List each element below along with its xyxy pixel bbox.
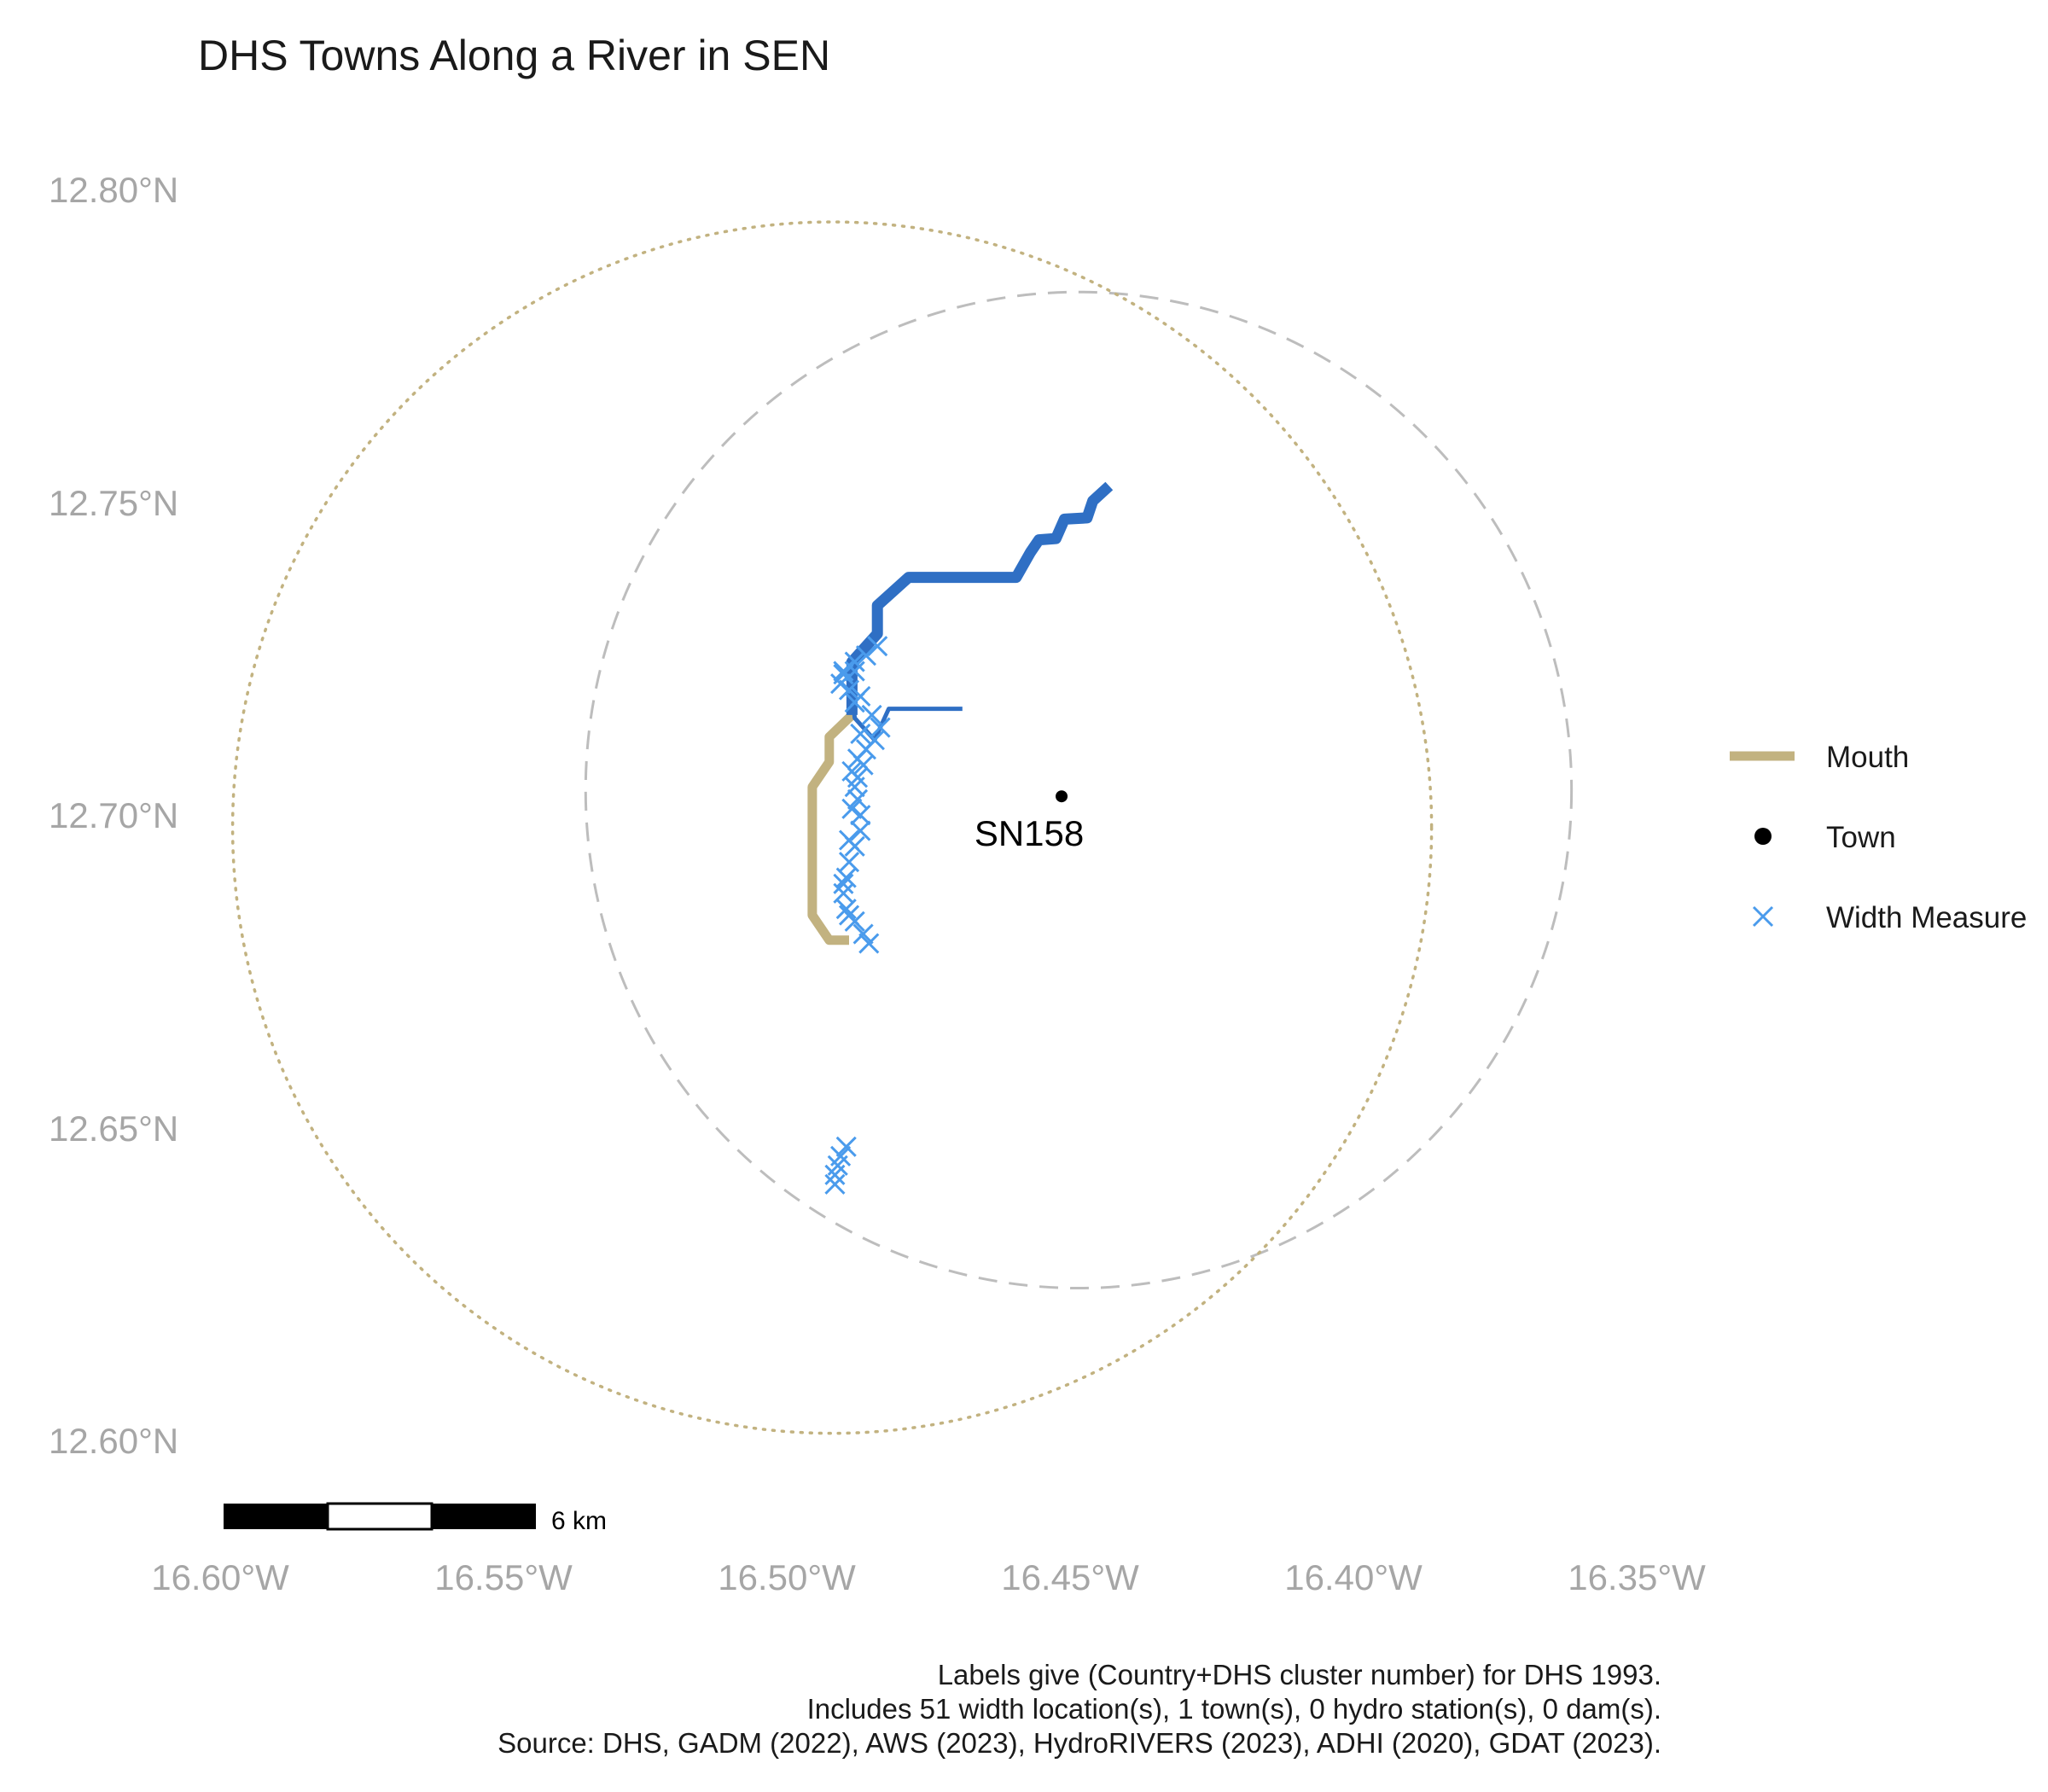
width-measure-marker — [858, 933, 880, 954]
y-tick-label: 12.75°N — [49, 483, 178, 523]
width-measure-marker — [852, 923, 874, 945]
town-layer: SN158 — [975, 790, 1084, 853]
width-measure-marker — [844, 692, 865, 713]
town-marker — [1056, 790, 1068, 803]
width-measure-marker — [844, 660, 865, 682]
x-tick-label: 16.35°W — [1568, 1557, 1706, 1597]
x-axis-labels: 16.60°W 16.55°W 16.50°W 16.45°W 16.40°W … — [151, 1557, 1706, 1597]
width-measure-marker — [867, 636, 888, 657]
legend-town-label: Town — [1826, 821, 1896, 854]
width-measure-marker — [850, 820, 871, 841]
width-measure-marker — [861, 704, 882, 725]
mouth-segment — [807, 711, 856, 945]
width-measure-marker — [824, 1164, 846, 1185]
width-measure-marker — [824, 1173, 846, 1195]
width-measure-marker — [852, 754, 874, 776]
caption-line: Labels give (Country+DHS cluster number)… — [938, 1659, 1661, 1690]
legend-width-key — [1752, 905, 1774, 928]
legend-width-label: Width Measure — [1826, 901, 2027, 934]
legend-town-key — [1754, 828, 1772, 845]
legend: Mouth Town Width Measure — [1730, 741, 2027, 934]
width-measure-marker — [850, 805, 871, 826]
caption-line: Source: DHS, GADM (2022), AWS (2023), Hy… — [497, 1727, 1661, 1759]
width-measure-marker — [835, 1136, 857, 1157]
map-title: DHS Towns Along a River in SEN — [198, 32, 830, 79]
buffer-circle-dotted — [230, 220, 1434, 1435]
scale-bar: 6 km — [224, 1502, 607, 1535]
town-label: SN158 — [975, 813, 1084, 853]
width-measure-marker — [833, 664, 854, 685]
scale-bar-segment — [432, 1504, 536, 1529]
width-measure-marker — [838, 905, 860, 926]
width-measure-marker — [838, 829, 860, 851]
width-measure-marker — [850, 723, 871, 744]
scale-bar-label: 6 km — [551, 1507, 607, 1535]
y-tick-label: 12.80°N — [49, 170, 178, 210]
width-measure-layer — [824, 636, 891, 1195]
scale-bar-segment — [224, 1504, 328, 1529]
y-axis-labels: 12.80°N 12.75°N 12.70°N 12.65°N 12.60°N — [49, 170, 178, 1461]
y-tick-label: 12.70°N — [49, 795, 178, 835]
river-layer — [846, 481, 1114, 742]
x-tick-label: 16.40°W — [1284, 1557, 1423, 1597]
mouth-layer — [807, 711, 856, 945]
width-measure-marker — [870, 717, 891, 738]
width-measure-marker — [833, 873, 854, 894]
x-tick-label: 16.60°W — [151, 1557, 289, 1597]
width-measure-marker — [847, 767, 869, 788]
x-tick-label: 16.45°W — [1001, 1557, 1139, 1597]
x-tick-label: 16.50°W — [718, 1557, 856, 1597]
x-tick-label: 16.55°W — [434, 1557, 573, 1597]
buffer-circles — [230, 220, 1574, 1435]
river-main-segment — [846, 481, 1114, 715]
width-measure-marker — [841, 798, 863, 819]
width-measure-marker — [838, 679, 860, 701]
buffer-circle-dashed — [584, 290, 1574, 1290]
width-measure-marker — [855, 645, 877, 666]
caption: Labels give (Country+DHS cluster number)… — [497, 1659, 1661, 1759]
y-tick-label: 12.65°N — [49, 1108, 178, 1149]
legend-mouth-label: Mouth — [1826, 741, 1909, 774]
width-measure-marker — [835, 899, 857, 920]
scale-bar-segment — [326, 1502, 433, 1531]
caption-line: Includes 51 width location(s), 1 town(s)… — [807, 1693, 1661, 1725]
y-tick-label: 12.60°N — [49, 1421, 178, 1461]
